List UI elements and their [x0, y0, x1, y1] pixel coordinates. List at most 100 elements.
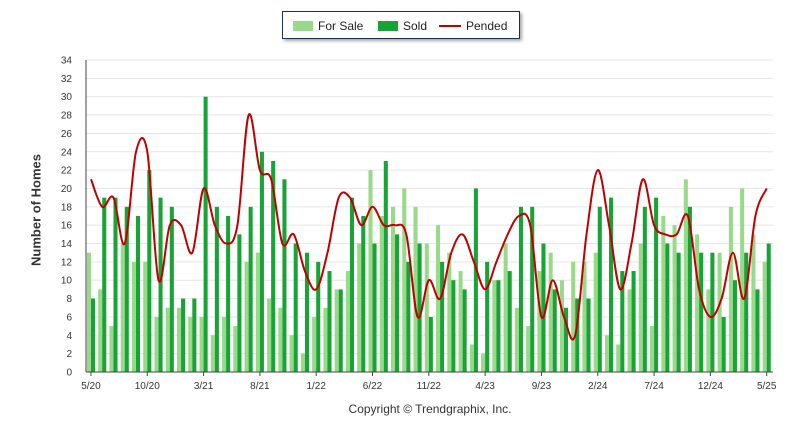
x-tick-label: 9/23 — [532, 381, 552, 392]
sold-bar — [113, 197, 118, 372]
for-sale-bar — [582, 261, 587, 372]
for-sale-bar — [267, 298, 272, 372]
for-sale-bar — [492, 280, 497, 372]
for-sale-bar — [683, 179, 688, 372]
for-sale-bar — [717, 252, 722, 372]
sold-bar — [147, 170, 152, 372]
sold-bar — [293, 243, 298, 372]
for-sale-bar — [762, 261, 767, 372]
x-tick-label: 8/21 — [250, 381, 270, 392]
sold-bar — [417, 243, 422, 372]
y-tick-label: 4 — [66, 331, 72, 342]
sold-bar — [654, 197, 659, 372]
sold-bar — [541, 243, 546, 372]
y-tick-label: 16 — [61, 221, 73, 232]
sold-bar — [181, 298, 186, 372]
for-sale-bar — [458, 271, 463, 372]
x-tick-label: 5/20 — [81, 381, 101, 392]
x-tick-label: 11/22 — [417, 381, 442, 392]
y-tick-label: 8 — [66, 294, 72, 305]
sold-bar — [473, 188, 478, 372]
y-tick-label: 22 — [61, 166, 73, 177]
sold-bar — [451, 280, 456, 372]
x-tick-label: 10/20 — [135, 381, 160, 392]
for-sale-bar — [255, 252, 260, 372]
x-tick-label: 6/22 — [363, 381, 383, 392]
for-sale-bar — [593, 252, 598, 372]
for-sale-bar — [661, 216, 666, 372]
for-sale-bar — [751, 234, 756, 372]
sold-bar — [609, 197, 614, 372]
for-sale-bar — [289, 335, 294, 372]
x-tick-label: 12/24 — [698, 381, 723, 392]
for-sale-bar — [695, 234, 700, 372]
for-sale-bar — [447, 252, 452, 372]
for-sale-bar — [402, 188, 407, 372]
for-sale-bar — [616, 344, 621, 372]
pended-swatch — [439, 25, 461, 27]
sold-bar — [102, 197, 107, 372]
y-tick-label: 34 — [61, 56, 73, 67]
for-sale-bars — [86, 170, 767, 372]
for-sale-bar — [638, 243, 643, 372]
sold-bar — [395, 234, 400, 372]
sold-bar — [226, 216, 231, 372]
sold-bar — [203, 96, 208, 373]
for-sale-bar — [86, 252, 91, 372]
sold-bar — [214, 206, 219, 372]
sold-bar — [563, 307, 569, 372]
sold-bar — [699, 252, 704, 372]
for-sale-bar — [278, 307, 283, 372]
x-tick-label: 5/25 — [757, 381, 777, 392]
sold-bar — [271, 160, 276, 372]
for-sale-bar — [131, 261, 137, 372]
sold-bar — [440, 261, 445, 372]
x-tick-label: 3/21 — [194, 381, 214, 392]
for-sale-bar — [300, 353, 305, 372]
for-sale-bar — [424, 243, 429, 372]
for-sale-bar — [244, 261, 249, 372]
sold-bar — [462, 289, 467, 372]
for-sale-bar — [323, 307, 328, 372]
sold-bar — [518, 206, 523, 372]
y-tick-label: 2 — [66, 349, 72, 360]
for-sale-bar — [481, 353, 486, 372]
for-sale-bar — [109, 326, 114, 372]
sold-bar — [575, 298, 580, 372]
sold-bar — [620, 271, 625, 372]
sold-bars — [90, 96, 771, 373]
for-sale-bar — [379, 216, 384, 372]
sold-bar — [428, 316, 433, 372]
sold-bar — [282, 179, 287, 372]
sold-bar — [586, 298, 591, 372]
y-tick-label: 32 — [61, 74, 73, 85]
pended-line — [90, 113, 768, 341]
for-sale-bar — [503, 243, 508, 372]
sold-bar — [259, 151, 264, 372]
for-sale-bar — [728, 206, 733, 372]
sold-bar — [90, 298, 96, 372]
sold-bar — [158, 197, 163, 372]
sold-bar — [124, 206, 129, 372]
sold-bar — [631, 271, 636, 372]
sold-bar — [721, 316, 726, 372]
y-tick-label: 12 — [61, 257, 73, 268]
for-sale-bar — [120, 243, 125, 372]
sold-bar — [496, 280, 501, 372]
for-sale-bar — [345, 271, 350, 372]
for-sale-bar — [571, 261, 576, 372]
for-sale-bar — [469, 344, 474, 372]
sold-swatch — [378, 21, 398, 31]
legend-for-sale-label: For Sale — [318, 19, 364, 33]
for-sale-bar — [740, 188, 745, 372]
sold-bar — [732, 280, 737, 372]
for-sale-bar — [559, 280, 564, 372]
x-axis-ticks: 5/20 10/20 3/21 8/21 1/22 6/22 11/22 4/23 9/23 2/… — [81, 372, 777, 392]
y-tick-label: 14 — [61, 239, 73, 250]
y-tick-label: 28 — [61, 111, 73, 122]
for-sale-bar — [154, 316, 159, 372]
sold-bar — [642, 206, 647, 372]
for-sale-bar — [604, 335, 610, 372]
for-sale-bar — [672, 225, 677, 372]
